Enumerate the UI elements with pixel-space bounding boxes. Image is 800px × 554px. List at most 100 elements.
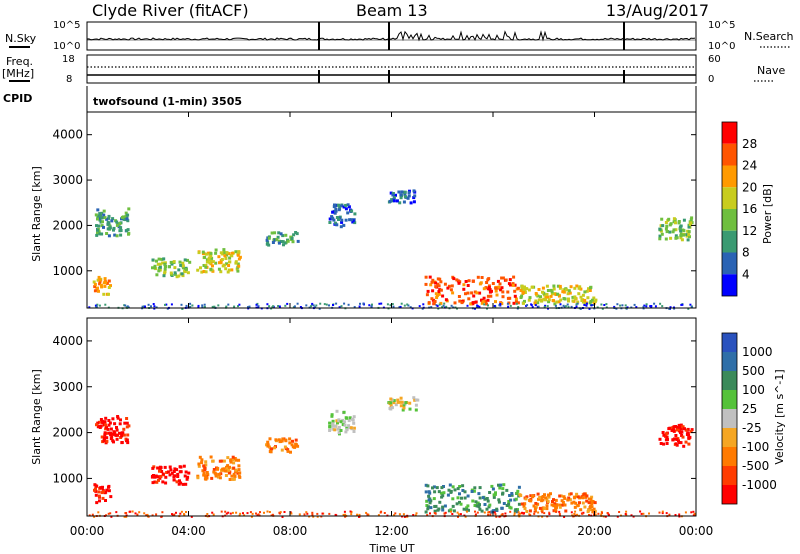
- data-cell-r8-75: [530, 285, 534, 289]
- data-cell-r3-83: [236, 269, 240, 273]
- near-range-cell-249: [370, 305, 373, 308]
- time-tick-label-6: 00:00: [679, 524, 714, 538]
- data-cell-r1-19: [107, 216, 111, 220]
- data-cell-r7-106: [497, 483, 500, 487]
- data-cell-r8-98: [520, 287, 524, 290]
- near-range-cell-259: [105, 514, 107, 517]
- near-range-cell-196: [289, 511, 292, 514]
- near-range-cell-80: [281, 516, 284, 518]
- y-tick-label-3: 4000: [52, 128, 83, 142]
- noise-sky-label: N.Sky: [5, 32, 37, 45]
- data-cell-r8-104: [523, 507, 527, 510]
- data-cell-r5-28: [353, 221, 357, 225]
- data-cell-r5-41: [342, 223, 346, 227]
- near-range-cell-44: [601, 512, 603, 514]
- data-cell-r8-0: [539, 295, 542, 299]
- data-cell-r2-0: [186, 475, 190, 479]
- data-cell-r7-74: [446, 493, 450, 497]
- near-range-cell-125: [358, 515, 360, 518]
- data-cell-r4-20: [266, 240, 270, 244]
- data-cell-r7-3: [429, 499, 433, 503]
- data-cell-r5-36: [342, 410, 346, 414]
- data-cell-r8-44: [575, 494, 579, 498]
- near-range-cell-214: [659, 302, 662, 305]
- data-cell-r1-76: [96, 217, 99, 221]
- data-cell-r7-121: [513, 294, 517, 298]
- colorbar-segment-3: [722, 390, 737, 409]
- data-cell-r1-54: [120, 431, 124, 435]
- data-cell-r3-64: [218, 476, 222, 480]
- data-cell-r7-94: [437, 490, 441, 494]
- data-cell-r3-60: [204, 265, 208, 269]
- data-cell-r1-1: [123, 421, 127, 425]
- near-range-cell-165: [456, 307, 458, 310]
- data-cell-r1-9: [99, 418, 103, 421]
- data-cell-r1-35: [115, 428, 119, 432]
- near-range-cell-25: [147, 303, 150, 306]
- near-range-cell-45: [278, 511, 281, 514]
- data-cell-r8-103: [520, 284, 524, 288]
- data-cell-r5-30: [331, 427, 335, 431]
- data-cell-r4-7: [281, 234, 285, 238]
- data-cell-r8-29: [562, 290, 566, 294]
- near-range-cell-206: [391, 303, 394, 306]
- freq-right-tick-top: 60: [708, 54, 721, 65]
- near-range-cell-119: [259, 511, 261, 514]
- data-cell-r1-9: [124, 211, 128, 215]
- data-cell-r8-115: [585, 494, 589, 498]
- data-cell-r2-6: [155, 273, 159, 277]
- data-cell-r4-37: [284, 439, 288, 443]
- data-cell-r0-23: [93, 285, 97, 289]
- data-cell-r3-17: [219, 251, 223, 255]
- data-cell-r4-33: [289, 450, 292, 454]
- near-range-cell-248: [332, 304, 334, 306]
- data-cell-r7-120: [495, 507, 499, 511]
- data-cell-r7-31: [493, 509, 497, 512]
- data-cell-r2-9: [184, 470, 188, 474]
- data-cell-r3-28: [227, 252, 231, 256]
- data-cell-r4-8: [291, 439, 294, 443]
- data-cell-r2-47: [161, 480, 165, 484]
- near-range-cell-252: [477, 305, 479, 308]
- data-cell-r9-55: [679, 234, 683, 238]
- near-range-cell-242: [290, 512, 293, 515]
- data-cell-r7-77: [494, 300, 497, 304]
- data-cell-r6-13: [390, 406, 394, 410]
- data-cell-r5-9: [348, 416, 352, 420]
- freq-unit-label: [MHz]: [2, 67, 34, 80]
- data-cell-r8-43: [557, 300, 561, 304]
- data-cell-r3-66: [200, 458, 204, 462]
- near-range-cell-4: [534, 304, 537, 307]
- data-cell-r3-80: [204, 252, 208, 256]
- data-cell-r2-50: [163, 267, 167, 271]
- data-cell-r8-27: [592, 296, 596, 300]
- data-cell-r7-80: [451, 291, 455, 295]
- data-cell-r7-90: [442, 491, 446, 495]
- data-cell-r4-28: [280, 448, 284, 452]
- data-cell-r7-129: [464, 280, 468, 283]
- near-range-cell-164: [400, 302, 403, 305]
- data-cell-r1-23: [112, 228, 115, 232]
- data-cell-r0-24: [102, 292, 106, 296]
- data-cell-r7-22: [458, 500, 461, 504]
- data-cell-r8-20: [575, 284, 579, 288]
- data-cell-r6-28: [396, 398, 400, 402]
- data-cell-r2-36: [156, 475, 160, 479]
- near-range-cell-64: [107, 512, 110, 515]
- data-cell-r3-65: [228, 260, 231, 264]
- data-cell-r6-35: [395, 199, 399, 203]
- near-range-cell-33: [97, 511, 100, 514]
- data-cell-r7-127: [431, 278, 435, 282]
- data-cell-r0-20: [107, 484, 111, 488]
- data-cell-r5-26: [339, 225, 343, 229]
- near-range-cell-187: [642, 512, 645, 515]
- near-range-cell-189: [141, 305, 144, 308]
- data-cell-r9-64: [675, 428, 679, 432]
- data-cell-r8-10: [536, 502, 540, 506]
- data-cell-r1-27: [103, 431, 107, 435]
- data-cell-r2-58: [172, 260, 176, 264]
- data-cell-r3-11: [224, 267, 228, 271]
- data-cell-r7-10: [461, 489, 465, 492]
- data-cell-r1-49: [107, 423, 111, 427]
- near-range-cell-153: [690, 511, 693, 514]
